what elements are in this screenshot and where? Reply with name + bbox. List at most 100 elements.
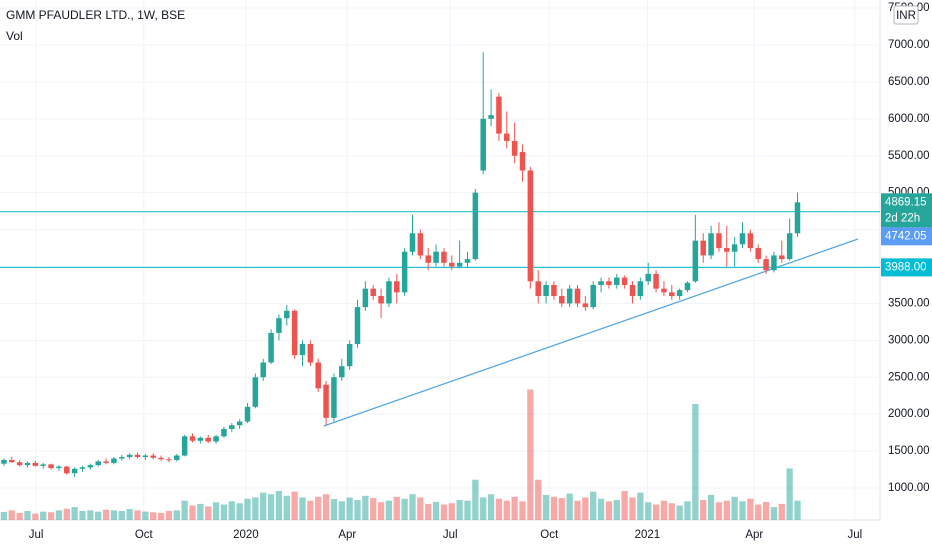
volume-bar <box>778 503 785 520</box>
candle-body <box>637 281 644 297</box>
candle-body <box>779 255 785 260</box>
y-tick-label: 2500.00 <box>888 371 930 383</box>
candle-body <box>629 284 636 297</box>
y-tick-label: 2000.00 <box>888 408 930 420</box>
volume-bar <box>338 501 345 520</box>
volume-bar <box>542 494 550 520</box>
x-tick-label: 2021 <box>635 529 661 541</box>
candle-body <box>551 284 557 297</box>
candle-body <box>260 362 266 378</box>
candle-body <box>433 251 439 263</box>
volume-bar <box>228 501 235 520</box>
candle-body <box>229 425 235 429</box>
volume-bar <box>236 503 243 520</box>
volume-bar <box>87 510 94 520</box>
currency-label[interactable]: INR <box>896 10 916 22</box>
volume-bar <box>707 494 715 520</box>
volume-bar <box>629 497 636 520</box>
candle-body <box>590 284 596 308</box>
volume-bar <box>566 493 573 520</box>
volume-bar <box>110 510 118 520</box>
candle-body <box>205 437 211 442</box>
candle-body <box>299 344 306 356</box>
candle-body <box>268 332 274 363</box>
volume-bar <box>157 512 165 520</box>
volume-bar <box>55 510 63 520</box>
volume-bar <box>150 512 157 520</box>
candle-body <box>126 454 133 458</box>
last-price-badge <box>881 193 932 228</box>
countdown-label: 2d 22h <box>885 212 920 224</box>
candle-body <box>700 240 706 256</box>
volume-bar <box>456 500 463 520</box>
candle-body <box>535 281 541 297</box>
candle-body <box>794 202 801 234</box>
volume-bar <box>676 505 683 520</box>
candle-body <box>755 248 761 260</box>
volume-bar <box>621 491 628 520</box>
volume-bar <box>519 501 526 520</box>
candle-body <box>24 462 31 466</box>
candle-body <box>669 292 675 297</box>
candle-body <box>504 133 510 141</box>
candle-body <box>64 466 70 474</box>
volume-bar <box>440 504 448 520</box>
candle-body <box>339 366 345 378</box>
candle-body <box>614 277 620 285</box>
x-tick-label: Jul <box>443 529 458 541</box>
volume-bar <box>275 491 283 520</box>
candle-body <box>716 233 722 249</box>
candle-body <box>441 251 447 263</box>
y-tick-label: 1000.00 <box>888 482 930 494</box>
candle-body <box>307 344 314 363</box>
volume-bar <box>527 389 534 520</box>
candle-body <box>519 152 526 171</box>
volume-bar <box>550 496 558 520</box>
y-tick-label: 6500.00 <box>888 76 930 88</box>
volume-bar <box>401 498 408 520</box>
volume-bar <box>24 510 31 520</box>
volume-bar <box>0 511 8 520</box>
volume-bar <box>762 501 770 520</box>
candle-body <box>472 192 479 260</box>
volume-bar <box>558 498 565 520</box>
candle-body <box>739 233 746 245</box>
candle-body <box>511 140 518 156</box>
volume-bar <box>645 502 652 520</box>
candle-body <box>134 454 141 458</box>
currency-badge[interactable] <box>893 5 919 25</box>
candle-body <box>284 310 290 319</box>
price-line-label: 3988.00 <box>885 261 927 273</box>
volume-bar <box>495 498 503 520</box>
volume-bar <box>582 497 589 520</box>
volume-bar <box>142 511 149 520</box>
candle-body <box>621 277 628 285</box>
volume-label: Vol <box>6 29 23 43</box>
candle-body <box>606 281 612 285</box>
candle-body <box>79 467 86 469</box>
volume-bar <box>47 512 55 520</box>
candle-body <box>252 377 259 407</box>
x-tick-label: Oct <box>540 529 559 541</box>
candle-body <box>456 262 463 267</box>
volume-bar <box>244 498 251 520</box>
x-tick-label: 2020 <box>233 529 259 541</box>
volume-bar <box>660 500 668 520</box>
candle-body <box>370 288 376 297</box>
volume-bar <box>692 404 699 520</box>
volume-bar <box>197 503 204 520</box>
volume-bar <box>487 494 495 520</box>
y-tick-label: 6000.00 <box>888 113 930 125</box>
volume-bar <box>102 509 110 520</box>
volume-bar <box>362 495 369 520</box>
candle-body <box>111 458 117 463</box>
candle-body <box>87 465 94 468</box>
candle-body <box>315 362 321 389</box>
candle-body <box>582 303 589 308</box>
candle-body <box>786 233 793 260</box>
volume-bar <box>731 496 738 520</box>
candle-body <box>244 406 251 422</box>
candle-body <box>323 384 329 418</box>
candle-body <box>71 468 78 474</box>
